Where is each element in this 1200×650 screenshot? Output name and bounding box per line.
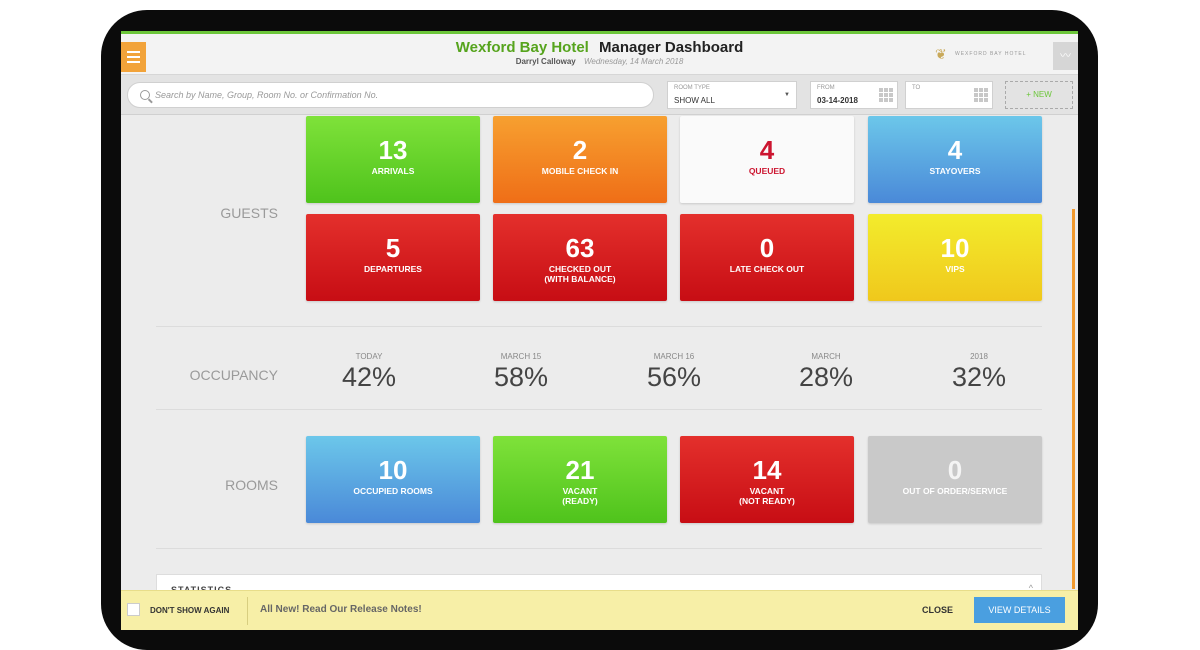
guests-label: GUESTS — [220, 205, 278, 221]
occupancy-value: 56% — [646, 362, 702, 392]
view-details-button[interactable]: VIEW DETAILS — [974, 597, 1065, 623]
tile-value: 5 — [385, 233, 401, 263]
occupancy-period: MARCH 16 — [653, 352, 695, 361]
tile-vips[interactable]: 10 VIPS — [868, 214, 1042, 301]
tile-stayovers[interactable]: 4 STAYOVERS — [868, 116, 1042, 203]
tile-vacant-ready[interactable]: 21 VACANT (READY) — [493, 436, 667, 523]
tile-label: OCCUPIED ROOMS — [353, 486, 433, 496]
app-header: Wexford Bay Hotel Manager Dashboard Darr… — [121, 31, 1078, 75]
tile-value: 4 — [947, 135, 963, 165]
tile-label: VACANT (NOT READY) — [739, 486, 795, 506]
tile-arrivals[interactable]: 13 ARRIVALS — [306, 116, 480, 203]
tile-label: MOBILE CHECK IN — [541, 166, 619, 176]
occupancy-march-16: MARCH 16 56% — [614, 352, 734, 393]
tile-mobile-check-in[interactable]: 2 MOBILE CHECK IN — [493, 116, 667, 203]
calendar-icon[interactable] — [974, 88, 988, 102]
hotel-name: Wexford Bay Hotel — [455, 39, 589, 56]
dashboard-content: GUESTS 13 ARRIVALS 2 MOBILE CHECK IN 4 Q… — [121, 116, 1078, 614]
tile-label: VACANT (READY) — [562, 486, 598, 506]
occupancy-period: TODAY — [355, 352, 383, 361]
tile-value: 63 — [565, 233, 595, 263]
occupancy-period: MARCH — [811, 352, 841, 361]
page-title: Manager Dashboard — [599, 39, 744, 56]
hotel-logo: ❦ WEXFORD BAY HOTEL — [935, 46, 1027, 62]
dont-show-label[interactable]: DON'T SHOW AGAIN — [150, 606, 230, 615]
occupancy-label: OCCUPANCY — [189, 367, 278, 383]
section-divider — [156, 548, 1042, 549]
room-type-select[interactable]: ROOM TYPE SHOW ALL ▼ — [667, 81, 797, 109]
tile-label: ARRIVALS — [371, 166, 415, 176]
tile-label: DEPARTURES — [364, 264, 422, 274]
tile-value: 2 — [572, 135, 588, 165]
tile-departures[interactable]: 5 DEPARTURES — [306, 214, 480, 301]
chevron-up-icon[interactable]: ^ — [1028, 583, 1033, 593]
tile-out-of-order[interactable]: 0 OUT OF ORDER/SERVICE — [868, 436, 1042, 523]
tile-value: 21 — [565, 455, 595, 485]
tile-label: LATE CHECK OUT — [729, 264, 805, 274]
from-value: 03-14-2018 — [817, 96, 858, 105]
dont-show-checkbox[interactable] — [127, 603, 140, 616]
tile-value: 0 — [947, 455, 963, 485]
tile-queued[interactable]: 4 QUEUED — [680, 116, 854, 203]
tile-value: 4 — [759, 135, 775, 165]
tile-late-check-out[interactable]: 0 LATE CHECK OUT — [680, 214, 854, 301]
tile-value: 10 — [378, 455, 408, 485]
room-type-value: SHOW ALL — [674, 96, 715, 105]
release-notes-banner: DON'T SHOW AGAIN All New! Read Our Relea… — [121, 590, 1078, 630]
occupancy-today: TODAY 42% — [309, 352, 429, 393]
from-date-field[interactable]: FROM 03-14-2018 — [810, 81, 898, 109]
occupancy-value: 42% — [341, 362, 397, 392]
occupancy-value: 28% — [798, 362, 854, 392]
rooms-label: ROOMS — [225, 477, 278, 493]
occupancy-march: MARCH 28% — [766, 352, 886, 393]
tile-label: VIPS — [945, 264, 965, 274]
tile-value: 13 — [378, 135, 408, 165]
title-block: Wexford Bay Hotel Manager Dashboard Darr… — [121, 39, 1078, 66]
from-label: FROM — [817, 85, 835, 91]
manager-name: Darryl Calloway — [515, 57, 576, 66]
search-icon — [140, 90, 150, 100]
search-input[interactable]: Search by Name, Group, Room No. or Confi… — [127, 82, 654, 108]
section-divider — [156, 409, 1042, 410]
tile-label: STAYOVERS — [929, 166, 981, 176]
tile-label: OUT OF ORDER/SERVICE — [902, 486, 1008, 496]
current-date: Wednesday, 14 March 2018 — [583, 57, 684, 66]
tile-label: CHECKED OUT (WITH BALANCE) — [544, 264, 616, 284]
occupancy-value: 58% — [493, 362, 549, 392]
new-button[interactable]: + NEW — [1005, 81, 1073, 109]
occupancy-year: 2018 32% — [919, 352, 1039, 393]
trend-icon[interactable]: 〰 — [1053, 42, 1078, 70]
search-placeholder: Search by Name, Group, Room No. or Confi… — [155, 90, 379, 100]
app-screen: Wexford Bay Hotel Manager Dashboard Darr… — [121, 31, 1078, 630]
to-label: TO — [912, 85, 921, 91]
tile-occupied-rooms[interactable]: 10 OCCUPIED ROOMS — [306, 436, 480, 523]
filter-bar: Search by Name, Group, Room No. or Confi… — [121, 75, 1078, 115]
tile-label: QUEUED — [748, 166, 786, 176]
footer-divider — [247, 597, 248, 625]
to-date-field[interactable]: TO — [905, 81, 993, 109]
leaf-logo-icon: ❦ — [935, 46, 947, 62]
scrollbar[interactable] — [1072, 209, 1075, 589]
occupancy-march-15: MARCH 15 58% — [461, 352, 581, 393]
logo-text: WEXFORD BAY HOTEL — [955, 51, 1027, 57]
tile-value: 14 — [752, 455, 782, 485]
section-divider — [156, 326, 1042, 327]
close-button[interactable]: CLOSE — [922, 605, 954, 615]
release-notes-text: All New! Read Our Release Notes! — [260, 604, 422, 615]
tile-value: 0 — [759, 233, 775, 263]
menu-icon[interactable] — [121, 42, 146, 72]
room-type-label: ROOM TYPE — [674, 85, 710, 91]
tile-vacant-not-ready[interactable]: 14 VACANT (NOT READY) — [680, 436, 854, 523]
occupancy-period: 2018 — [970, 352, 988, 361]
occupancy-value: 32% — [951, 362, 1007, 392]
calendar-icon[interactable] — [879, 88, 893, 102]
caret-down-icon: ▼ — [784, 92, 790, 98]
tile-value: 10 — [940, 233, 970, 263]
tile-checked-out-balance[interactable]: 63 CHECKED OUT (WITH BALANCE) — [493, 214, 667, 301]
occupancy-period: MARCH 15 — [500, 352, 542, 361]
